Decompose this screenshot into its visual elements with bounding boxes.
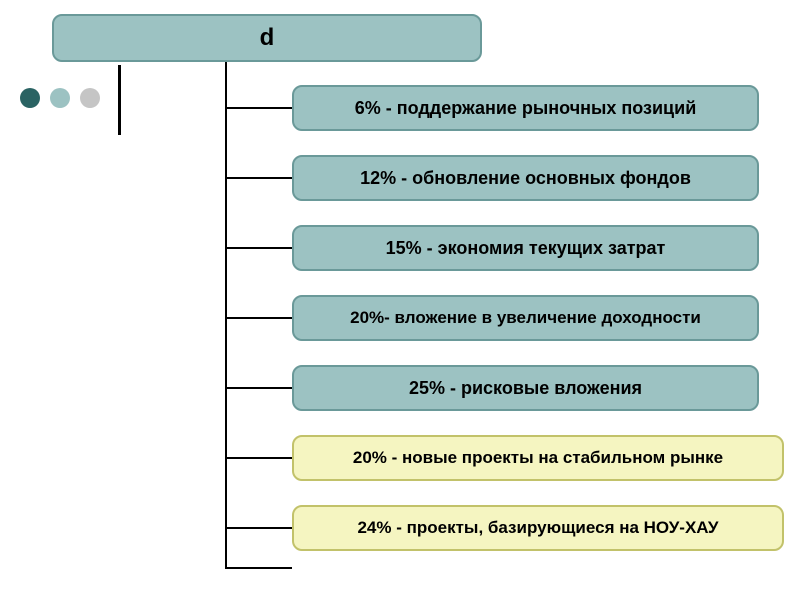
- diagram-stage: d 6% - поддержание рыночных позиций 12% -…: [0, 0, 800, 600]
- item-box: 20%- вложение в увеличение доходности: [292, 295, 759, 341]
- bullet-dot-mid-icon: [50, 88, 70, 108]
- item-label: 15% - экономия текущих затрат: [386, 238, 666, 259]
- connector-line: [225, 177, 292, 179]
- connector-line: [225, 317, 292, 319]
- connector-line: [225, 457, 292, 459]
- connector-line: [225, 107, 292, 109]
- item-box: 12% - обновление основных фондов: [292, 155, 759, 201]
- connector-line: [225, 567, 292, 569]
- trunk-line-main: [225, 62, 227, 567]
- item-label: 6% - поддержание рыночных позиций: [355, 98, 697, 119]
- item-label: 20% - новые проекты на стабильном рынке: [353, 448, 723, 468]
- item-label: 12% - обновление основных фондов: [360, 168, 691, 189]
- trunk-line-short: [118, 65, 121, 135]
- bullet-dot-dark-icon: [20, 88, 40, 108]
- bullet-dot-light-icon: [80, 88, 100, 108]
- connector-line: [225, 387, 292, 389]
- item-label: 25% - рисковые вложения: [409, 378, 642, 399]
- header-label: d: [260, 24, 275, 52]
- header-box: d: [52, 14, 482, 62]
- item-box: 24% - проекты, базирующиеся на НОУ-ХАУ: [292, 505, 784, 551]
- item-box: 25% - рисковые вложения: [292, 365, 759, 411]
- item-box: 15% - экономия текущих затрат: [292, 225, 759, 271]
- connector-line: [225, 247, 292, 249]
- item-box: 6% - поддержание рыночных позиций: [292, 85, 759, 131]
- connector-line: [225, 527, 292, 529]
- item-label: 24% - проекты, базирующиеся на НОУ-ХАУ: [357, 518, 718, 538]
- item-box: 20% - новые проекты на стабильном рынке: [292, 435, 784, 481]
- item-label: 20%- вложение в увеличение доходности: [350, 308, 701, 328]
